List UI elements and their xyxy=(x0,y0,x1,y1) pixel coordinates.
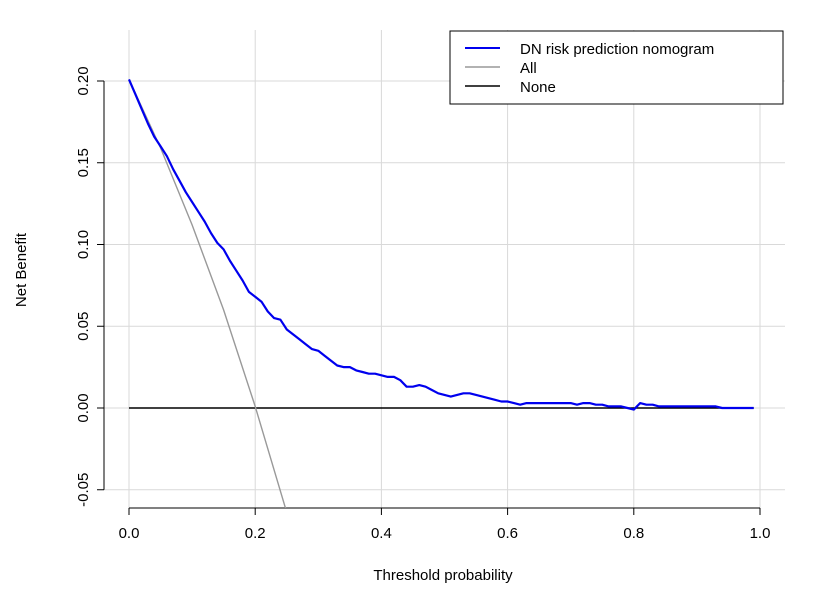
y-tick-label: -0.05 xyxy=(75,473,92,507)
legend: DN risk prediction nomogram All None xyxy=(449,30,784,105)
legend-box xyxy=(449,30,784,105)
legend-label-all: All xyxy=(520,60,537,77)
series-line-nomogram xyxy=(127,78,754,411)
y-axis-title: Net Benefit xyxy=(13,232,30,307)
x-tick-label: 0.2 xyxy=(245,525,266,542)
y-tick-label: 0.10 xyxy=(75,230,92,259)
x-tick-label: 0.6 xyxy=(497,525,518,542)
series-lines xyxy=(127,78,754,508)
legend-label-nomogram: DN risk prediction nomogram xyxy=(520,41,714,58)
y-tick-label: 0.20 xyxy=(75,66,92,95)
x-axis-title: Threshold probability xyxy=(373,567,513,584)
x-axis-ticks: 0.0 0.2 0.4 0.6 0.8 1.0 xyxy=(119,508,771,542)
y-tick-label: 0.00 xyxy=(75,393,92,422)
x-tick-label: 1.0 xyxy=(750,525,771,542)
x-tick-label: 0.4 xyxy=(371,525,392,542)
series-line-all xyxy=(128,79,287,508)
legend-label-none: None xyxy=(520,79,556,96)
grid-lines xyxy=(104,30,785,508)
y-tick-label: 0.05 xyxy=(75,312,92,341)
x-tick-label: 0.0 xyxy=(119,525,140,542)
y-tick-label: 0.15 xyxy=(75,148,92,177)
y-axis-ticks: -0.05 0.00 0.05 0.10 0.15 0.20 xyxy=(75,66,104,507)
x-tick-label: 0.8 xyxy=(623,525,644,542)
